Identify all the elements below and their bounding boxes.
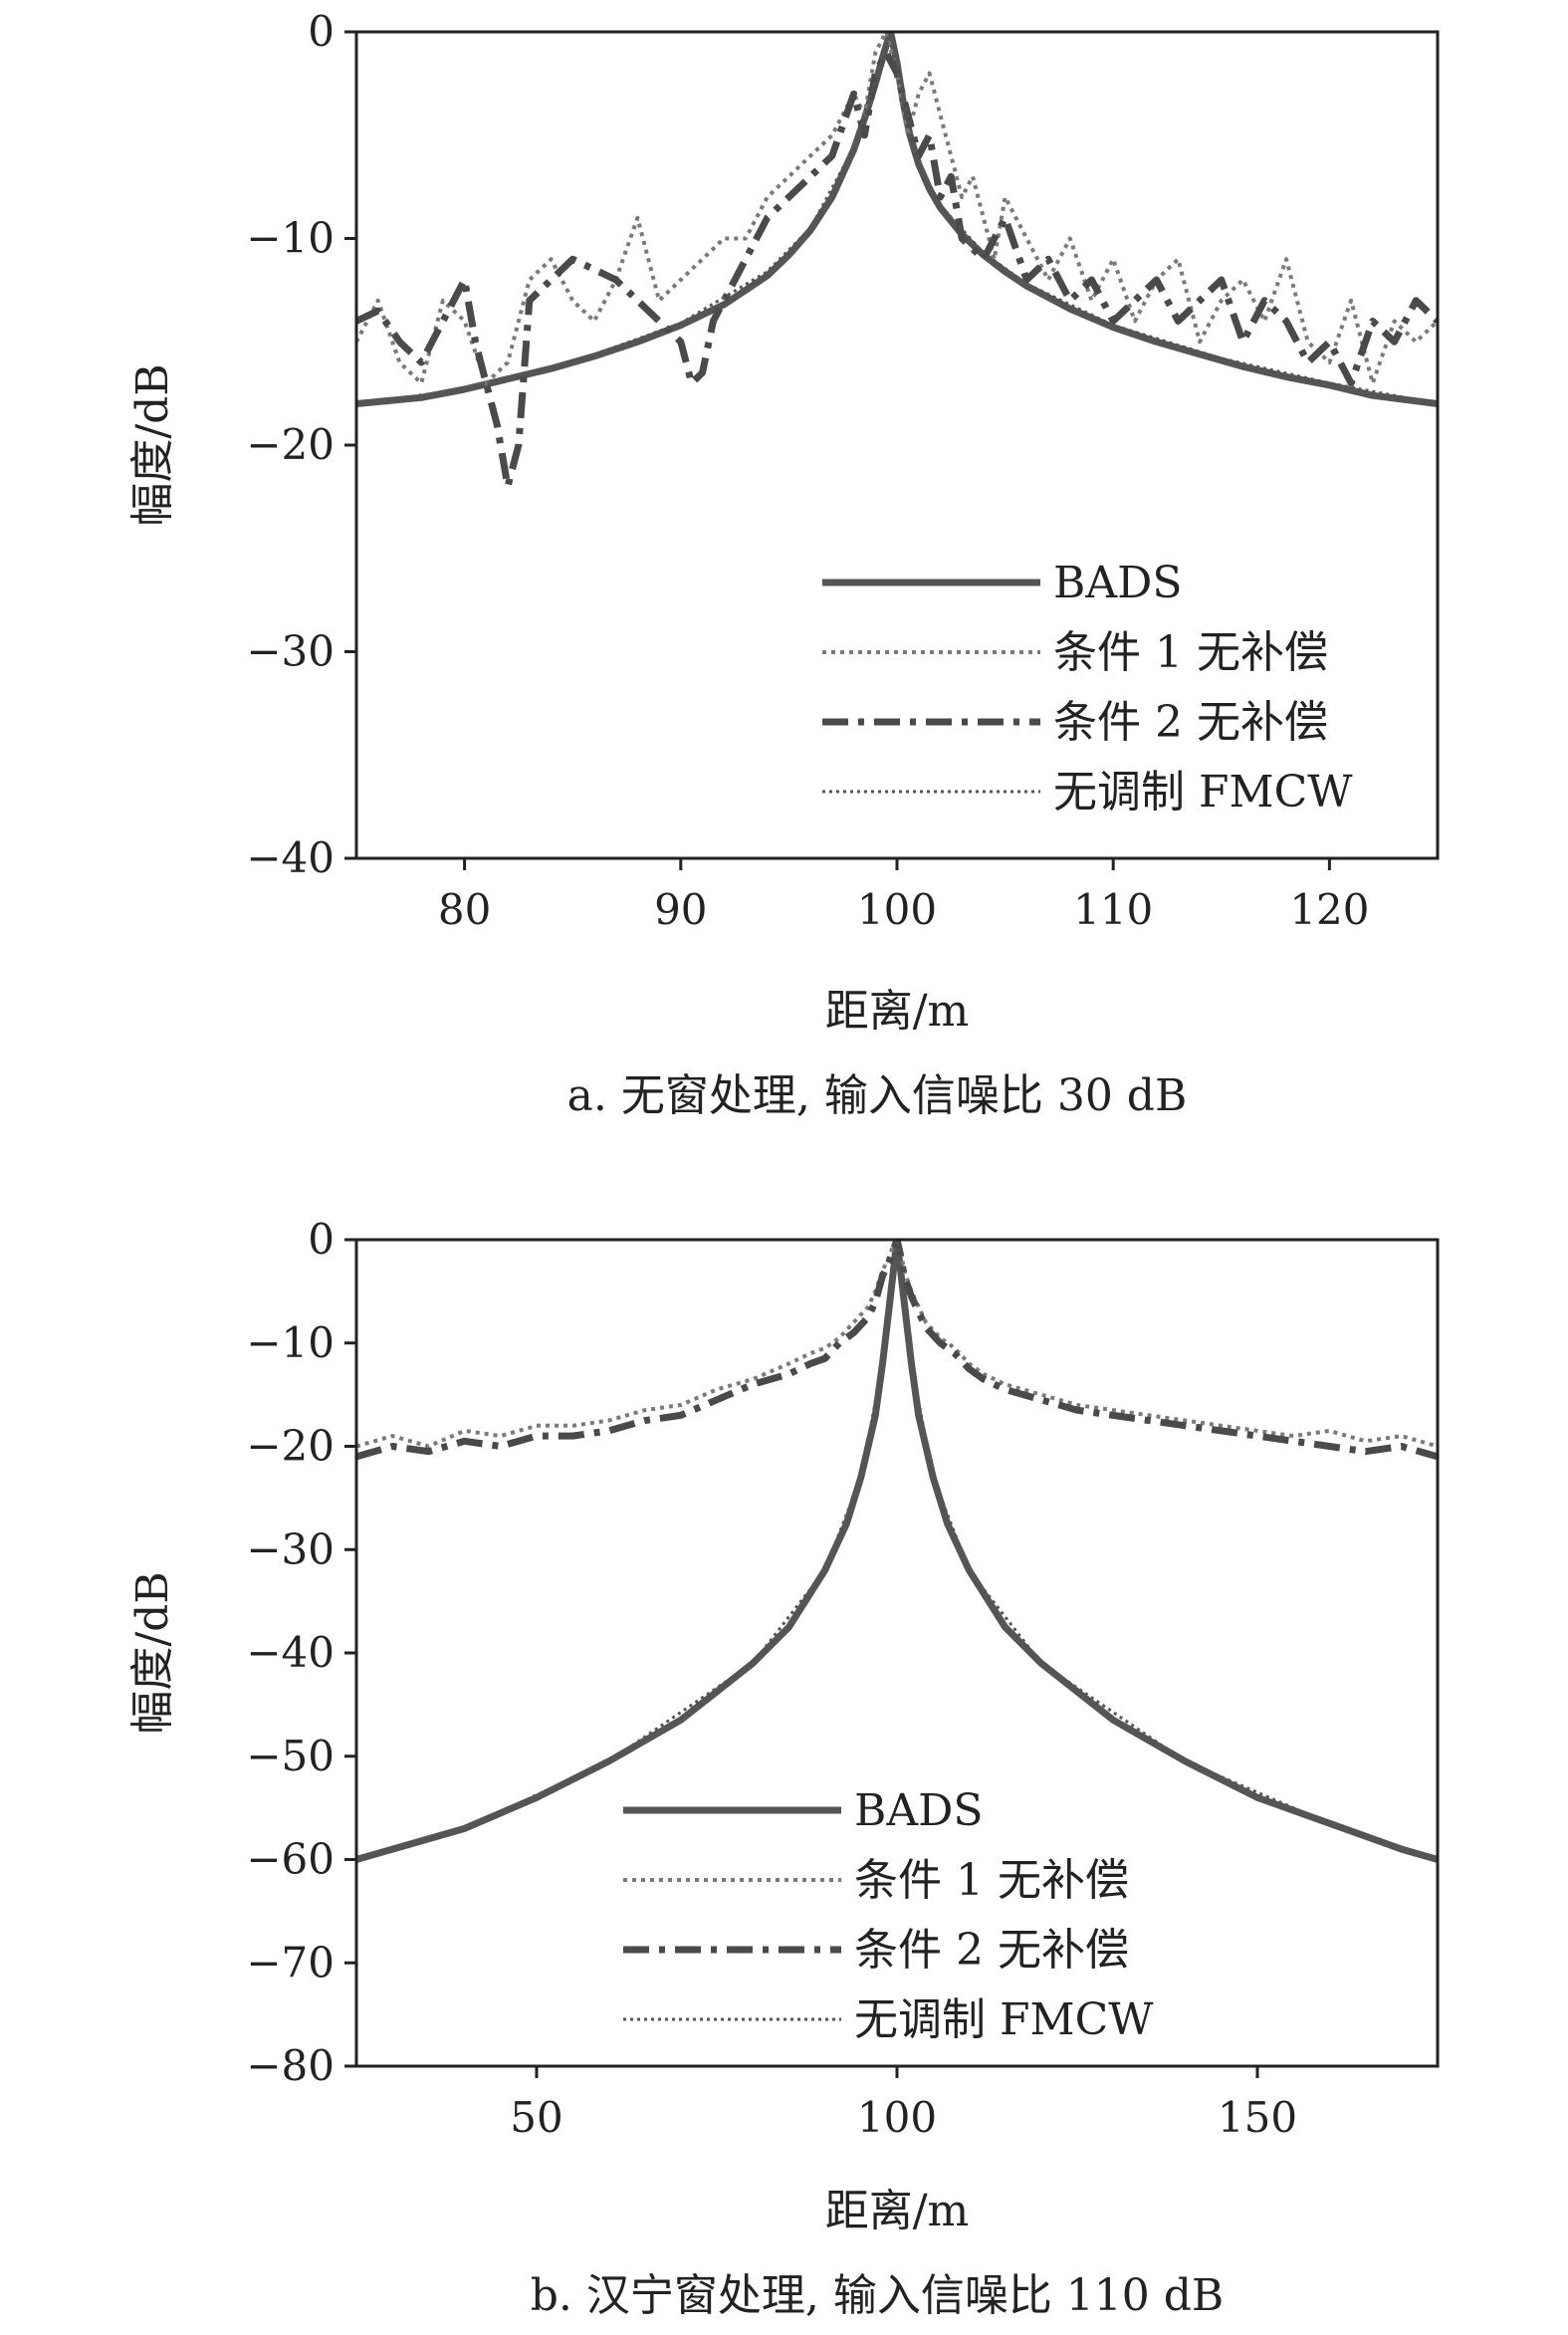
legend-label-3: 条件 2 无补偿 xyxy=(854,1925,1129,1976)
x-tick-label: 50 xyxy=(510,2093,562,2142)
y-tick-label: −30 xyxy=(246,1524,335,1573)
x-tick-label: 100 xyxy=(857,885,937,934)
series-line-4 xyxy=(356,32,1438,405)
y-axis-title: 幅度/dB xyxy=(127,1571,178,1734)
series-line-2 xyxy=(356,1240,1438,1449)
y-tick-label: 0 xyxy=(308,1215,335,1264)
series-group xyxy=(356,1240,1438,1863)
legend-label-4: 无调制 FMCW xyxy=(1053,767,1353,817)
series-line-2 xyxy=(356,32,1438,385)
legend-label-4: 无调制 FMCW xyxy=(854,1994,1154,2045)
x-tick-label: 80 xyxy=(438,885,491,934)
series-line-1 xyxy=(356,1240,1438,1863)
y-tick-label: −80 xyxy=(246,2041,335,2090)
x-tick-label: 110 xyxy=(1073,885,1153,934)
series-group xyxy=(356,32,1438,490)
panel-b: 0 −10 −20 −30 −40 −50 −60 −70 −80 50 100 150 幅度/dB 距离… xyxy=(127,1215,1440,2321)
x-tick-label: 100 xyxy=(857,2093,937,2142)
y-tick-label: −20 xyxy=(246,1422,335,1471)
x-tick-label: 150 xyxy=(1218,2093,1297,2142)
x-tick-label: 120 xyxy=(1289,885,1369,934)
y-tick-label: 0 xyxy=(308,7,335,56)
y-tick-label: −60 xyxy=(246,1835,335,1884)
x-axis-title: 距离/m xyxy=(825,986,970,1037)
y-tick-label: −40 xyxy=(246,833,335,882)
panel-caption: a. 无窗处理, 输入信噪比 30 dB xyxy=(567,1070,1188,1121)
legend-label-2: 条件 1 无补偿 xyxy=(854,1855,1129,1906)
y-tick-label: −10 xyxy=(246,214,335,263)
series-line-3 xyxy=(356,1240,1438,1461)
panel-a: 0 −10 −20 −30 −40 80 90 100 110 120 幅度/dB 距离/m a. 无窗… xyxy=(127,7,1440,1121)
y-tick-label: −50 xyxy=(246,1732,335,1780)
y-tick-label: −10 xyxy=(246,1318,335,1367)
y-axis-title: 幅度/dB xyxy=(127,363,178,526)
y-tick-label: −70 xyxy=(246,1938,335,1986)
legend-label-3: 条件 2 无补偿 xyxy=(1053,697,1328,748)
y-tick-label: −30 xyxy=(246,627,335,676)
legend-label-2: 条件 1 无补偿 xyxy=(1053,627,1328,678)
series-line-3 xyxy=(356,49,1438,490)
y-tick-label: −40 xyxy=(246,1628,335,1677)
series-line-4 xyxy=(356,1240,1438,1861)
series-line-1 xyxy=(356,32,1438,407)
x-tick-label: 90 xyxy=(654,885,707,934)
x-axis-title: 距离/m xyxy=(825,2186,970,2236)
y-tick-label: −20 xyxy=(246,420,335,469)
legend-label-1: BADS xyxy=(854,1785,984,1836)
panel-caption: b. 汉宁窗处理, 输入信噪比 110 dB xyxy=(531,2270,1225,2321)
legend-label-1: BADS xyxy=(1053,558,1183,608)
